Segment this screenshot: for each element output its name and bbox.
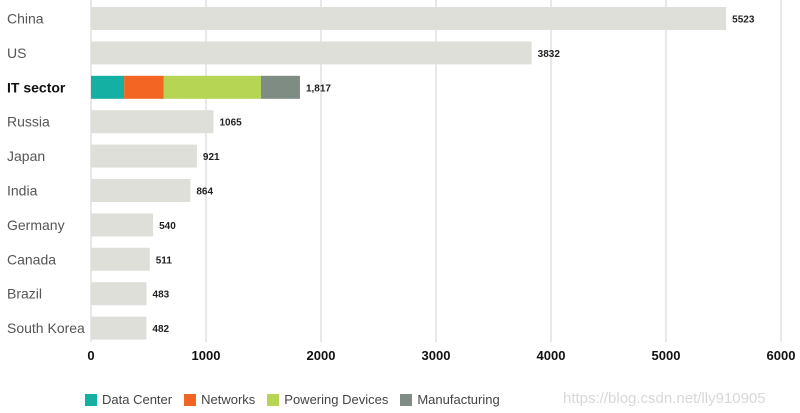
bar (91, 144, 197, 168)
bar (91, 41, 532, 65)
legend-label: Manufacturing (417, 392, 500, 407)
category-label: Germany (7, 217, 65, 233)
legend-label: Data Center (102, 392, 173, 407)
legend-swatch (85, 393, 97, 406)
bar (91, 7, 727, 30)
category-label: US (7, 45, 26, 61)
bar-segment-manufacturing (260, 75, 300, 99)
legend: Data Center Networks Powering Devices Manuf… (85, 392, 500, 407)
value-label: 3832 (538, 49, 561, 60)
value-label: 5523 (732, 15, 755, 26)
category-label: India (7, 183, 38, 199)
x-axis-ticks: 0 1000 2000 3000 4000 5000 6000 (87, 348, 795, 363)
category-label: South Korea (7, 320, 85, 336)
category-labels: China US IT sector Russia Japan India Germany C… (7, 11, 85, 337)
bar (91, 316, 147, 340)
x-tick-label: 0 (87, 348, 94, 363)
bar (91, 110, 214, 134)
value-label: 921 (203, 152, 220, 163)
x-tick-label: 5000 (652, 348, 681, 363)
value-label: 1,817 (306, 83, 331, 94)
bar-segment-data-center (91, 75, 125, 99)
bars (91, 7, 727, 340)
x-tick-label: 1000 (192, 348, 221, 363)
legend-swatch (400, 393, 413, 406)
legend-label: Powering Devices (284, 392, 389, 407)
x-tick-label: 4000 (537, 348, 566, 363)
x-tick-label: 6000 (767, 348, 796, 363)
bar (91, 247, 150, 271)
category-label: IT sector (7, 79, 66, 95)
bar (91, 179, 191, 202)
category-label: Canada (7, 251, 56, 267)
category-label: Japan (7, 148, 45, 164)
legend-item: Data Center (85, 392, 172, 407)
category-label: Russia (7, 114, 50, 130)
legend-label: Networks (201, 392, 256, 407)
x-tick-label: 3000 (422, 348, 451, 363)
legend-swatch (267, 393, 280, 406)
value-labels: 5523 3832 1,817 1065 921 864 540 511 483 482 (152, 15, 754, 336)
bar (91, 282, 147, 306)
value-label: 864 (196, 187, 213, 198)
legend-item: Powering Devices (267, 392, 388, 407)
value-label: 1065 (219, 118, 242, 129)
legend-swatch (184, 393, 197, 406)
x-tick-label: 2000 (307, 348, 336, 363)
category-label: China (7, 11, 44, 27)
value-label: 482 (152, 324, 169, 335)
value-label: 483 (153, 290, 170, 301)
bar-segment-networks (124, 75, 164, 99)
bar-segment-powering-devices (163, 75, 261, 99)
watermark: https://blog.csdn.net/lly910905 (563, 390, 766, 407)
value-label: 540 (159, 221, 176, 232)
category-label: Brazil (7, 286, 42, 302)
legend-item: Networks (184, 392, 255, 407)
bar (91, 213, 154, 237)
value-label: 511 (156, 255, 173, 266)
legend-item: Manufacturing (400, 392, 500, 407)
